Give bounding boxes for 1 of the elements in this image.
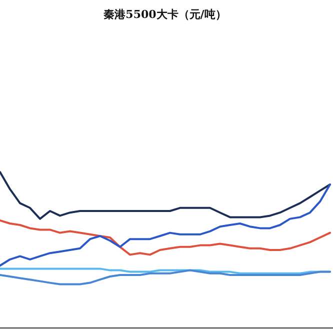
chart-title: 秦港5500大卡（元/吨） <box>104 8 226 21</box>
